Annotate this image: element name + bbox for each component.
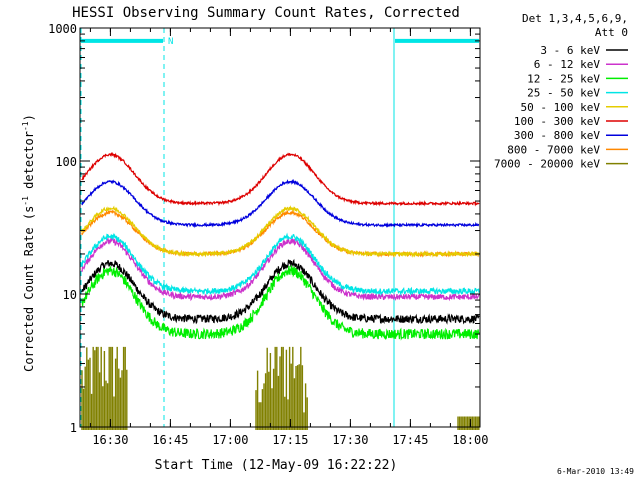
- plot-frame: [79, 27, 481, 428]
- legend-label-1: 6 - 12 keV: [534, 58, 601, 71]
- y-tick-label-3: 1000: [48, 22, 77, 36]
- y-axis-label: Corrected Count Rate (s-1 detector-1): [21, 114, 36, 372]
- legend-label-7: 800 - 7000 keV: [507, 143, 600, 156]
- series-line-6: [81, 178, 480, 229]
- legend-label-0: 3 - 6 keV: [540, 44, 600, 57]
- night-markers: N: [80, 28, 479, 427]
- footer-timestamp: 6-Mar-2010 13:49: [557, 467, 634, 476]
- y-axis-label-sup1: -1: [21, 196, 30, 206]
- legend-label-4: 50 - 100 keV: [521, 101, 601, 114]
- series-line-1: [81, 236, 480, 302]
- legend-header-line1: Det 1,3,4,5,6,9,: [522, 12, 628, 25]
- x-tick-label-6: 18:00: [452, 433, 488, 447]
- night-label: N: [168, 37, 173, 47]
- x-tick-label-2: 17:00: [212, 433, 248, 447]
- series-lines: [81, 152, 480, 430]
- chart-title: HESSI Observing Summary Count Rates, Cor…: [72, 5, 460, 21]
- legend-label-3: 25 - 50 keV: [527, 87, 600, 100]
- legend-label-6: 300 - 800 keV: [514, 129, 600, 142]
- series-line-4: [81, 205, 480, 258]
- series-line-0: [81, 258, 480, 325]
- y-axis: 1 10 100 1000: [48, 22, 480, 435]
- legend-label-5: 100 - 300 keV: [514, 115, 600, 128]
- legend-label-2: 12 - 25 keV: [527, 72, 600, 85]
- legend-label-8: 7000 - 20000 keV: [494, 158, 600, 171]
- y-axis-label-sup2: -1: [21, 121, 30, 131]
- y-tick-label-2: 100: [55, 155, 77, 169]
- y-tick-label-1: 10: [63, 288, 77, 302]
- y-axis-label-end: ): [22, 114, 36, 121]
- x-tick-label-4: 17:30: [332, 433, 368, 447]
- x-tick-label-0: 16:30: [92, 433, 128, 447]
- x-tick-label-3: 17:15: [272, 433, 308, 447]
- y-tick-label-0: 1: [70, 421, 77, 435]
- night-bar-1: [395, 38, 479, 43]
- x-axis: 16:30 16:45 17:00 17:15 17:30 17:45 18:00: [89, 28, 488, 447]
- series-line-5: [81, 152, 480, 207]
- series-line-2: [81, 265, 480, 341]
- x-tick-label-5: 17:45: [392, 433, 428, 447]
- y-axis-label-main: Corrected Count Rate (s: [22, 206, 36, 372]
- y-axis-label-mid: detector: [22, 131, 36, 196]
- series-line-3: [81, 232, 480, 297]
- night-bar-0: [81, 38, 163, 43]
- x-axis-label: Start Time (12-May-09 16:22:22): [155, 458, 398, 473]
- legend-header-line2: Att 0: [595, 26, 628, 39]
- series-line-8: [81, 346, 480, 430]
- series-line-7: [81, 209, 480, 258]
- x-tick-label-1: 16:45: [152, 433, 188, 447]
